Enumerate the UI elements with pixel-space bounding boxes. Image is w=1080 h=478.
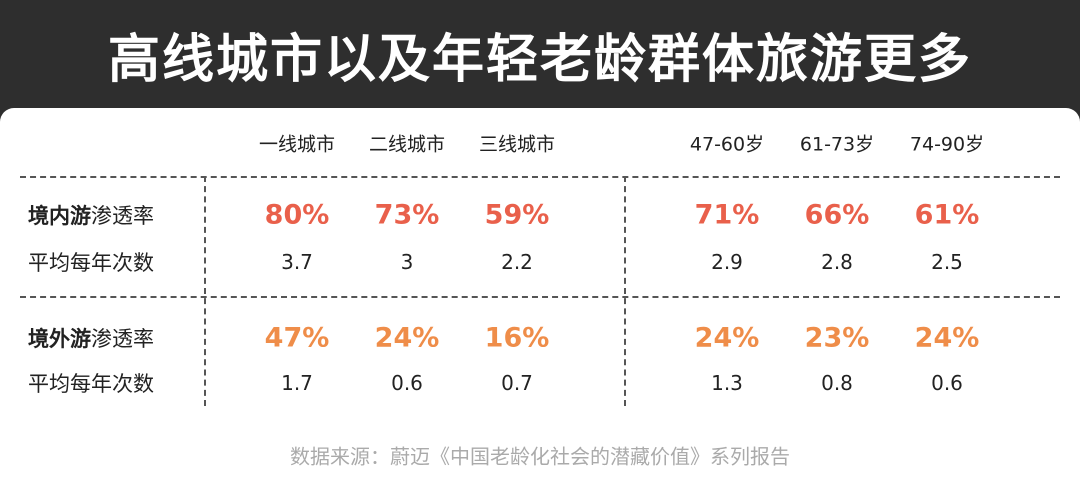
column-header: 47-60岁 xyxy=(689,133,765,156)
cell: 23% xyxy=(804,322,870,354)
divider xyxy=(20,176,1060,178)
row-label: 境外游渗透率 xyxy=(28,323,154,353)
column-header: 61-73岁 xyxy=(799,133,875,156)
section-name: 境内游 xyxy=(28,204,91,228)
divider xyxy=(204,176,206,406)
cell: 47% xyxy=(264,322,330,354)
source-note: 数据来源：蔚迈《中国老龄化社会的潜藏价值》系列报告 xyxy=(290,444,790,469)
cell: 2.2 xyxy=(501,250,533,274)
cell: 2.5 xyxy=(931,250,963,274)
cell: 80% xyxy=(264,199,330,231)
cell: 0.7 xyxy=(501,371,533,395)
cell: 0.8 xyxy=(821,371,853,395)
section-name: 境外游 xyxy=(28,327,91,351)
column-header: 三线城市 xyxy=(478,133,556,156)
column-header: 74-90岁 xyxy=(909,133,985,156)
cell: 66% xyxy=(804,199,870,231)
column-header: 一线城市 xyxy=(258,133,336,156)
divider xyxy=(20,296,1060,298)
row-label: 境内游渗透率 xyxy=(28,200,154,230)
cell: 3.7 xyxy=(281,250,313,274)
cell: 59% xyxy=(484,199,550,231)
cell: 24% xyxy=(914,322,980,354)
cell: 73% xyxy=(374,199,440,231)
cell: 24% xyxy=(374,322,440,354)
cell: 1.3 xyxy=(711,371,743,395)
cell: 3 xyxy=(400,250,414,274)
table-card: 数据来源：蔚迈《中国老龄化社会的潜藏价值》系列报告 一线城市 二线城市 三线城市 47… xyxy=(0,108,1080,478)
column-header: 二线城市 xyxy=(368,133,446,156)
cell: 16% xyxy=(484,322,550,354)
title: 高线城市以及年轻老龄群体旅游更多 xyxy=(107,29,972,90)
cell: 61% xyxy=(914,199,980,231)
row-label: 平均每年次数 xyxy=(28,247,154,277)
row-label: 平均每年次数 xyxy=(28,368,154,398)
cell: 0.6 xyxy=(931,371,963,395)
row-label-text: 平均每年次数 xyxy=(28,251,154,275)
cell: 2.9 xyxy=(711,250,743,274)
cell: 2.8 xyxy=(821,250,853,274)
cell: 1.7 xyxy=(281,371,313,395)
cell: 0.6 xyxy=(391,371,423,395)
row-label-text: 渗透率 xyxy=(91,327,154,351)
cell: 71% xyxy=(694,199,760,231)
row-label-text: 平均每年次数 xyxy=(28,372,154,396)
cell: 24% xyxy=(694,322,760,354)
divider xyxy=(624,176,626,406)
row-label-text: 渗透率 xyxy=(91,204,154,228)
